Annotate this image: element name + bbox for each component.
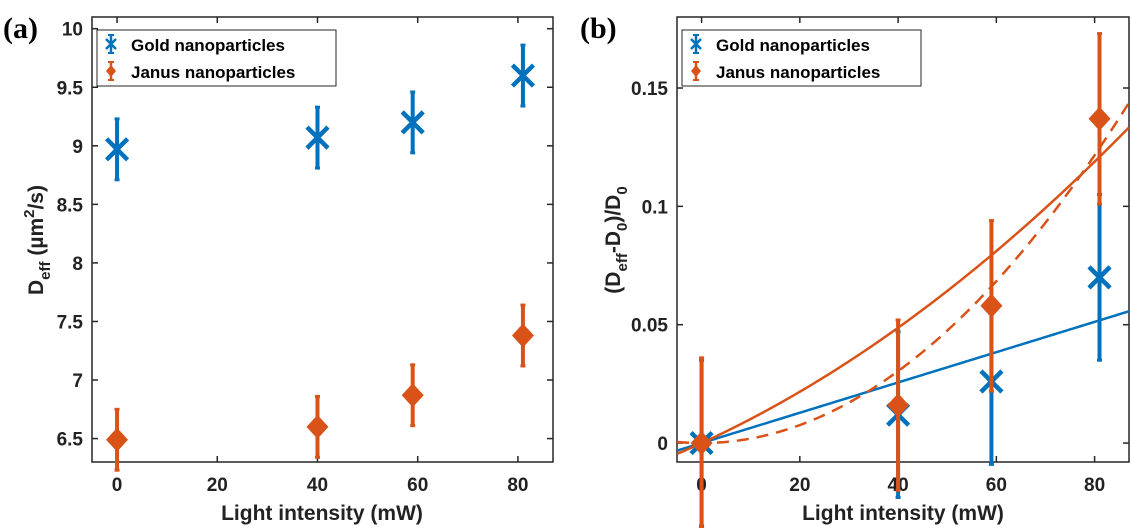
panel-a-legend-box: [96, 29, 337, 87]
panel-a-x-axis-label: Light intensity (mW): [221, 502, 423, 525]
panel-b-ylabel-p1: (D: [602, 272, 625, 294]
panel-b-janus-nanoparticles-point: [1088, 106, 1111, 131]
panel-a-legend: Gold nanoparticles Janus nanoparticles: [96, 29, 337, 87]
panel-a-y-tick-label: 6.5: [57, 430, 84, 451]
panel-b-x-axis-label: Light intensity (mW): [802, 502, 1004, 525]
panel-a-y-tick-label: 7.5: [57, 312, 84, 333]
panel-a-gold-nanoparticles-point: [104, 137, 130, 162]
panel-b-janus-nanoparticles-point: [887, 393, 910, 418]
panel-a-legend-gold-nanoparticles-marker: [105, 38, 117, 50]
panel-a-ylabel-unit-pre: (µm: [25, 218, 48, 262]
panel-a-legend-label-gold: Gold nanoparticles: [131, 36, 285, 55]
panel-b-legend-symbol-gold: [690, 34, 702, 54]
panel-b-series: [689, 32, 1112, 528]
panel-b-fit-curve-1: [677, 310, 1129, 452]
panel-b-ylabel-sub1: eff: [614, 252, 631, 271]
panel-b-y-axis-label: (Deff-D0)/D0: [602, 186, 631, 293]
panel-a-x-tick-label: 80: [507, 475, 528, 496]
panel-a-x-tick-label: 60: [407, 475, 428, 496]
panel-b-gold-nanoparticles-point: [1087, 265, 1112, 290]
panel-b-x-tick-label: 60: [986, 475, 1007, 496]
panel-a-x-tick-label: 0: [112, 475, 123, 496]
panel-b-legend-symbol-janus: [691, 61, 701, 81]
panel-a-legend-symbol-gold: [105, 34, 117, 54]
panel-a-x-tick-label: 20: [207, 475, 228, 496]
panel-b-y-tick-label: 0: [657, 434, 668, 455]
panel-a-ylabel-base: D: [25, 280, 48, 295]
panel-b-ylabel-sub2: 0: [614, 223, 631, 231]
panel-b-fit-curve-2: [677, 126, 1129, 456]
panel-b-ylabel-sub3: 0: [614, 186, 631, 194]
panel-a-janus-nanoparticles-point: [306, 414, 329, 439]
panel-b-legend: Gold nanoparticles Janus nanoparticles: [681, 29, 922, 87]
panel-b-legend-label-janus: Janus nanoparticles: [716, 63, 880, 82]
panel-a-legend-symbol-janus: [106, 61, 116, 81]
panel-a-gold-nanoparticles-point: [400, 110, 425, 135]
panel-a-janus-nanoparticles-point: [401, 383, 424, 408]
panel-a-y-tick-label: 9: [72, 137, 83, 158]
panel-b-plot-area: [676, 16, 1130, 463]
panel-a-gold-nanoparticles-point: [510, 63, 536, 88]
panel-b-x-tick-label: 80: [1084, 475, 1105, 496]
panel-a-y-axis-label: Deff (µm2/s): [21, 185, 54, 295]
panel-a-ylabel-sub: eff: [37, 260, 54, 279]
panel-a-y-tick-label: 9.5: [57, 78, 84, 99]
panel-a-y-tick-label: 10: [62, 20, 83, 41]
panel-a-plot-area: [91, 16, 554, 463]
panel-a-series: [104, 43, 536, 472]
panel-b-y-tick-label: 0.15: [631, 79, 668, 100]
panel-b-y-tick-label: 0.05: [631, 316, 668, 337]
panel-a-y-tick-label: 7: [72, 371, 83, 392]
panel-b-fit-curve-3: [677, 101, 1129, 445]
panel-b-y-tick-label: 0.1: [642, 197, 669, 218]
panel-a-janus-nanoparticles-point: [106, 427, 129, 452]
panel-a-x-ticks: 0 20 40 60 80: [112, 17, 528, 496]
panel-a-label: (a): [3, 12, 38, 45]
panel-a-legend-label-janus: Janus nanoparticles: [131, 63, 295, 82]
panel-b-legend-box: [681, 29, 922, 87]
panel-a-gold-nanoparticles-point: [305, 125, 330, 150]
panel-b-ylabel-p3: )/D: [602, 195, 625, 223]
panel-b-legend-label-gold: Gold nanoparticles: [716, 36, 870, 55]
panel-a-y-ticks: 6.5 7 7.5 8 8.5 9 9.5 10: [57, 20, 553, 451]
panel-a-y-tick-label: 8: [72, 254, 83, 275]
panel-b-ylabel-p2: -D: [602, 231, 625, 253]
panel-a: (a) 0 20 40 60 80 6.5 7 7.5 8 8.5 9 9.5 10 Light in…: [3, 12, 554, 525]
panel-b-janus-nanoparticles-point: [690, 431, 713, 456]
panel-a-janus-nanoparticles-point: [511, 323, 534, 348]
panel-b-x-tick-label: 20: [789, 475, 810, 496]
panel-b-legend-janus-nanoparticles-marker: [691, 65, 701, 77]
panel-a-ylabel-unit-post: /s): [25, 185, 48, 210]
panel-b-fit-curves: [677, 101, 1129, 456]
panel-b-janus-nanoparticles-point: [980, 293, 1003, 318]
panel-b-legend-gold-nanoparticles-marker: [690, 38, 702, 50]
panel-a-ylabel-sup: 2: [21, 210, 38, 218]
panel-a-y-tick-label: 8.5: [57, 195, 84, 216]
panel-a-legend-janus-nanoparticles-marker: [106, 65, 116, 77]
panel-b-label: (b): [580, 12, 617, 45]
panel-a-x-tick-label: 40: [307, 475, 328, 496]
